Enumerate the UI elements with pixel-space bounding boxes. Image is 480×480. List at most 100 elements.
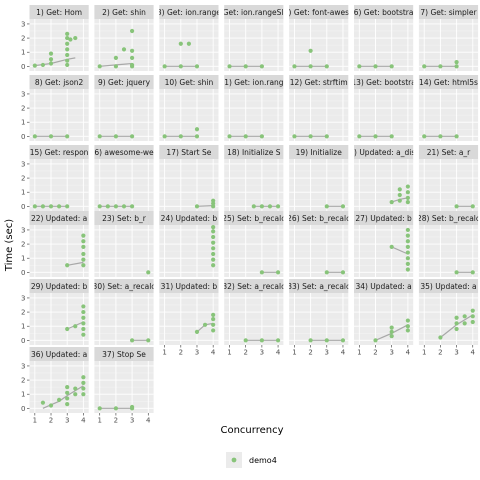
- legend: demo4: [226, 452, 277, 468]
- data-point: [308, 64, 313, 69]
- data-point: [48, 61, 54, 66]
- y-tick-label: 1: [21, 323, 25, 331]
- data-point: [65, 31, 70, 36]
- facet-panel-13: 13) Get: bootstra: [351, 75, 416, 141]
- facet-panel-33: 33) Set: a_recalc 1 2 3 4: [289, 279, 349, 357]
- data-point: [65, 62, 70, 68]
- y-tick-label: 2: [21, 241, 25, 249]
- facet-strip-label: 36) Updated: a: [31, 350, 87, 359]
- facet-strip-label: 35) Updated: a: [420, 282, 476, 291]
- y-tick-label: 3: [21, 362, 25, 370]
- y-tick-label: 3: [21, 294, 25, 302]
- x-tick-label: 2: [308, 349, 312, 357]
- data-point: [129, 404, 135, 410]
- data-point: [81, 233, 86, 238]
- data-point: [422, 64, 427, 69]
- data-point: [389, 329, 394, 334]
- data-point: [121, 204, 127, 209]
- facet-strip-label: 22) Updated: a: [31, 214, 87, 223]
- x-tick-label: 1: [357, 349, 361, 357]
- data-point: [405, 190, 410, 195]
- facet-strip-label: 13) Get: bootstra: [351, 78, 416, 87]
- data-point: [57, 397, 62, 402]
- data-point: [32, 134, 37, 139]
- data-point: [308, 48, 313, 53]
- facet-panel-14: 14) Get: html5s: [418, 75, 479, 141]
- x-tick-label: 2: [243, 349, 247, 357]
- data-point: [129, 55, 135, 60]
- facet-strip: [418, 145, 479, 159]
- data-point: [454, 321, 459, 326]
- facet-strip: [29, 279, 89, 293]
- facet-strip-label: 18) Initialize S: [227, 148, 281, 157]
- x-tick-label: 3: [260, 349, 264, 357]
- facet-strip-label: 29) Updated: b: [31, 282, 88, 291]
- facet-strip-label: 2) Get: shin: [102, 8, 146, 17]
- data-point: [454, 59, 459, 65]
- facet-panel-9: 9) Get: jquery: [94, 75, 154, 141]
- facet-strip-label: 19) Initialize: [296, 148, 343, 157]
- data-point: [113, 64, 119, 69]
- facet-strip: [29, 5, 89, 19]
- x-tick-label: 4: [341, 349, 346, 357]
- y-tick-label: 1: [21, 119, 25, 127]
- data-point: [405, 250, 410, 255]
- data-point: [259, 338, 264, 343]
- facet-strip: [224, 211, 284, 225]
- data-point: [340, 338, 346, 343]
- data-point: [405, 227, 410, 233]
- data-point: [340, 270, 346, 275]
- facet-strip: [354, 145, 414, 159]
- data-point: [259, 204, 264, 209]
- facet-strip-label: 7) Get: simpler: [420, 8, 477, 17]
- x-tick-label: 2: [179, 349, 183, 357]
- data-point: [81, 263, 86, 268]
- data-point: [405, 233, 410, 238]
- facet-strip: [94, 75, 154, 89]
- data-point: [324, 134, 329, 139]
- data-point: [211, 198, 216, 203]
- facet-panel-34: 34) Updated: a 1 2 3 4: [354, 279, 414, 357]
- data-point: [454, 326, 459, 332]
- facet-panel-21: 21) Set: a_r: [418, 145, 479, 211]
- data-point: [454, 134, 459, 139]
- facet-panel-26: 26) Set: b_recalc: [289, 211, 349, 277]
- data-point: [405, 256, 410, 261]
- data-point: [65, 385, 70, 390]
- data-point: [462, 314, 467, 319]
- facet-panel-8: 8) Get: json2 0 1 2 3: [21, 75, 89, 141]
- x-tick-label: 4: [211, 349, 216, 357]
- data-point: [405, 195, 410, 200]
- y-tick-label: 2: [21, 377, 25, 385]
- data-point: [57, 204, 62, 209]
- facet-strip-label: 20) Updated: a_distP: [344, 148, 423, 157]
- data-point: [438, 64, 443, 69]
- data-point: [113, 406, 119, 411]
- facet-strip-label: 23) Set: b_r: [102, 214, 147, 223]
- y-tick-label: 1: [21, 391, 25, 399]
- data-point: [308, 134, 313, 139]
- x-tick-label: 4: [146, 417, 151, 425]
- data-point: [194, 127, 200, 132]
- data-point: [81, 326, 86, 332]
- facet-strip-label: 6) Get: bootstra: [354, 8, 414, 17]
- y-axis-title: Time (sec): [4, 219, 15, 272]
- facet-strip: [29, 145, 89, 159]
- facet-panel-6: 6) Get: bootstra: [354, 5, 414, 71]
- data-point: [397, 187, 402, 192]
- data-point: [324, 64, 329, 69]
- x-tick-label: 1: [33, 417, 37, 425]
- trend-line: [67, 261, 84, 266]
- facet-panel-17: 17) Start Se: [159, 145, 219, 211]
- facet-strip: [94, 145, 154, 159]
- facet-panel-23: 23) Set: b_r: [94, 211, 154, 277]
- data-point: [470, 204, 475, 209]
- data-point: [211, 257, 216, 262]
- facet-panel-11: 11) Get: ion.range: [224, 75, 283, 141]
- facet-strip: [94, 347, 154, 361]
- facet-strip: [354, 211, 414, 225]
- data-point: [211, 322, 216, 327]
- facet-strip: [418, 75, 479, 89]
